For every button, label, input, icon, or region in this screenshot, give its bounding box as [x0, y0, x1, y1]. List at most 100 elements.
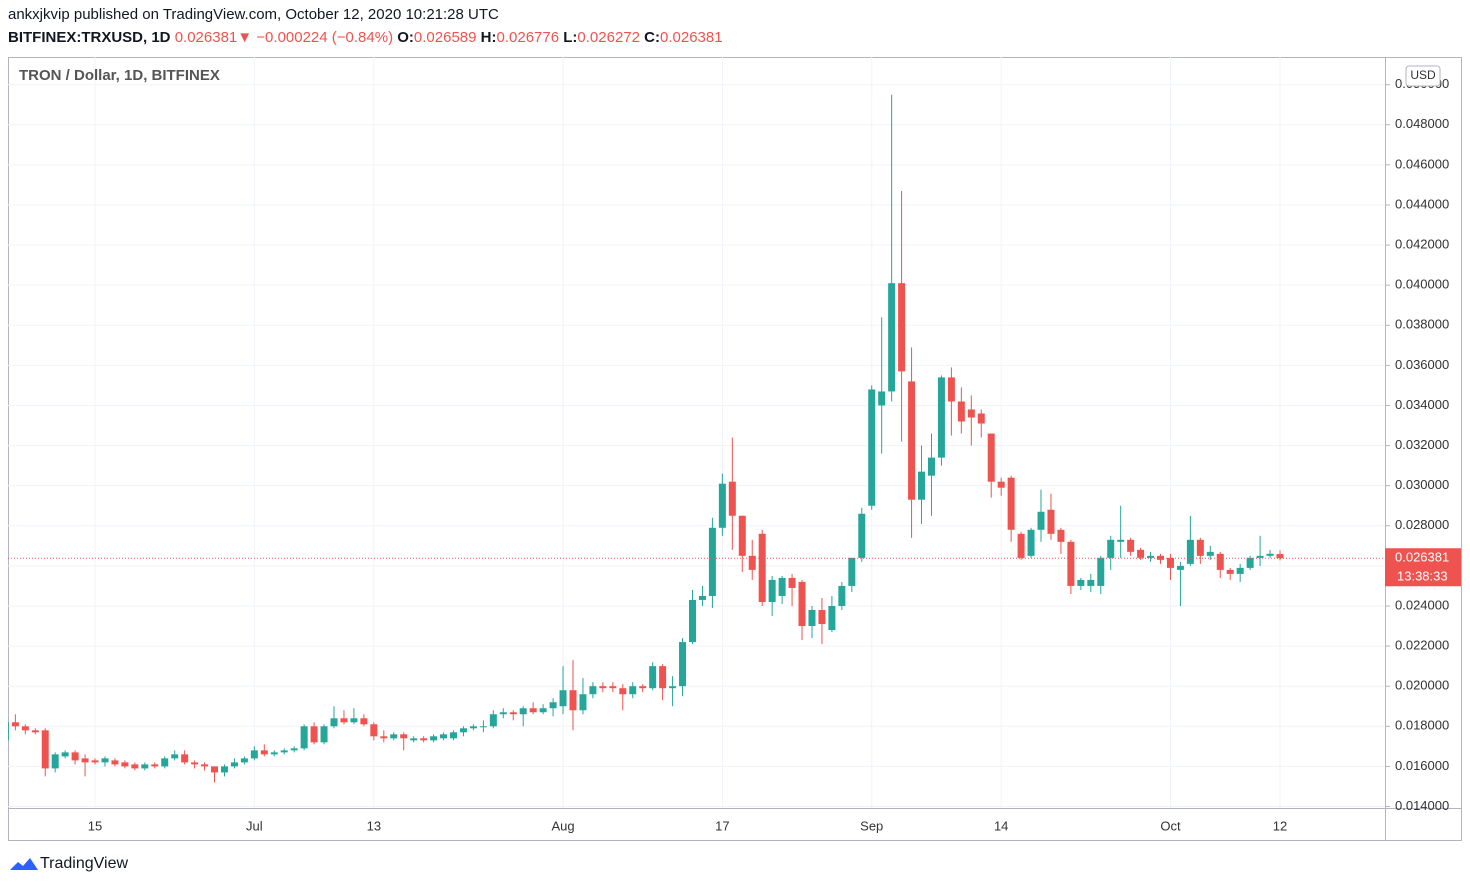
grid — [8, 57, 1385, 808]
candle-body — [927, 457, 935, 476]
candle-body — [1067, 541, 1075, 586]
candle-body — [778, 577, 786, 596]
candle-body — [21, 726, 29, 731]
candle-body — [260, 750, 268, 755]
last-price-tag — [1385, 548, 1461, 587]
x-tick-label: Aug — [551, 818, 574, 833]
x-tick-label: Jul — [246, 818, 263, 833]
candle-body — [250, 750, 258, 759]
y-tick-label: 0.016000 — [1395, 758, 1449, 773]
candle-body — [987, 433, 995, 482]
candle-body — [1107, 539, 1115, 558]
candle-body — [549, 702, 557, 709]
ohlc-key: H: — [480, 29, 497, 46]
countdown: 13:38:33 — [1397, 569, 1448, 584]
candle-body — [1027, 529, 1035, 556]
x-tick-label: Sep — [860, 818, 883, 833]
candle-body — [1166, 557, 1174, 568]
candle-body — [71, 752, 79, 761]
candle-body — [718, 483, 726, 528]
y-tick-label: 0.044000 — [1395, 196, 1449, 211]
candle-body — [370, 724, 378, 737]
candle-body — [420, 738, 428, 741]
candle-body — [639, 686, 647, 689]
unit-label: USD — [1410, 68, 1436, 82]
candle-body — [1057, 529, 1065, 542]
candle-body — [61, 752, 69, 757]
ohlc-value: 0.026272 — [577, 29, 640, 46]
candle-body — [868, 389, 876, 506]
candle-body — [469, 726, 477, 729]
candle-body — [619, 688, 627, 695]
candle-body — [1147, 555, 1155, 558]
candle-body — [609, 686, 617, 689]
candle-body — [1246, 557, 1254, 568]
candle-body — [579, 694, 587, 711]
publish-line: ankxjkvip published on TradingView.com, … — [8, 6, 499, 23]
candle-body — [201, 764, 209, 767]
candle-body — [300, 726, 308, 749]
candle-body — [967, 409, 975, 418]
candle-body — [11, 722, 19, 727]
x-tick-label: 13 — [367, 818, 381, 833]
candle-body — [280, 750, 288, 753]
x-tick-label: 12 — [1273, 818, 1287, 833]
candle-body — [808, 609, 816, 627]
candle-body — [320, 726, 328, 743]
candle-body — [1276, 554, 1284, 559]
candle-body — [589, 686, 597, 695]
candle-body — [181, 754, 189, 763]
chart-title: TRON / Dollar, 1D, BITFINEX — [19, 67, 220, 84]
candle-body — [838, 585, 846, 606]
candle-body — [270, 752, 278, 755]
candle-body — [350, 718, 358, 723]
x-tick-label: Oct — [1160, 818, 1181, 833]
ohlc-key: C: — [644, 29, 660, 46]
candle-body — [1256, 555, 1264, 558]
candle-body — [1206, 551, 1214, 556]
candle-body — [211, 766, 219, 773]
price-change: −0.000224 (−0.84%) — [256, 29, 394, 46]
candle-body — [1226, 569, 1234, 574]
candle-body — [629, 686, 637, 695]
candle-body — [908, 381, 916, 500]
candle-body — [1127, 539, 1135, 552]
candle-body — [310, 726, 318, 743]
candle-body — [649, 666, 657, 689]
candle-body — [679, 642, 687, 687]
candle-body — [688, 599, 696, 643]
y-tick-label: 0.042000 — [1395, 237, 1449, 252]
candle-body — [1037, 511, 1045, 530]
candle-body — [459, 728, 467, 733]
y-tick-label: 0.028000 — [1395, 517, 1449, 532]
x-tick-label: 14 — [994, 818, 1008, 833]
candle-body — [1017, 533, 1025, 558]
candle-body — [31, 730, 39, 733]
candle-body — [51, 754, 59, 769]
candle-body — [171, 754, 179, 759]
ohlc-value: 0.026776 — [496, 29, 560, 46]
y-tick-label: 0.018000 — [1395, 718, 1449, 733]
candle-body — [479, 726, 487, 728]
unit-box — [1405, 65, 1441, 87]
candle-body — [330, 718, 338, 727]
candle-body — [400, 734, 408, 739]
candle-body — [380, 736, 388, 739]
candle-body — [798, 581, 806, 627]
y-tick-label: 0.014000 — [1395, 798, 1449, 813]
candle-body — [1266, 553, 1274, 556]
candle-body — [698, 595, 706, 600]
candle-body — [708, 527, 716, 596]
candle-body — [569, 690, 577, 711]
candle-body — [340, 718, 348, 723]
candle-body — [1186, 539, 1194, 564]
candle-body — [957, 401, 965, 422]
candle-body — [947, 377, 955, 402]
candle-body — [230, 762, 238, 767]
candle-body — [161, 758, 169, 767]
candle-body — [519, 708, 527, 715]
candle-body — [728, 481, 736, 516]
y-tick-label: 0.020000 — [1395, 678, 1449, 693]
ohlc: O:0.026589 H:0.026776 L:0.026272 C:0.026… — [397, 29, 722, 46]
